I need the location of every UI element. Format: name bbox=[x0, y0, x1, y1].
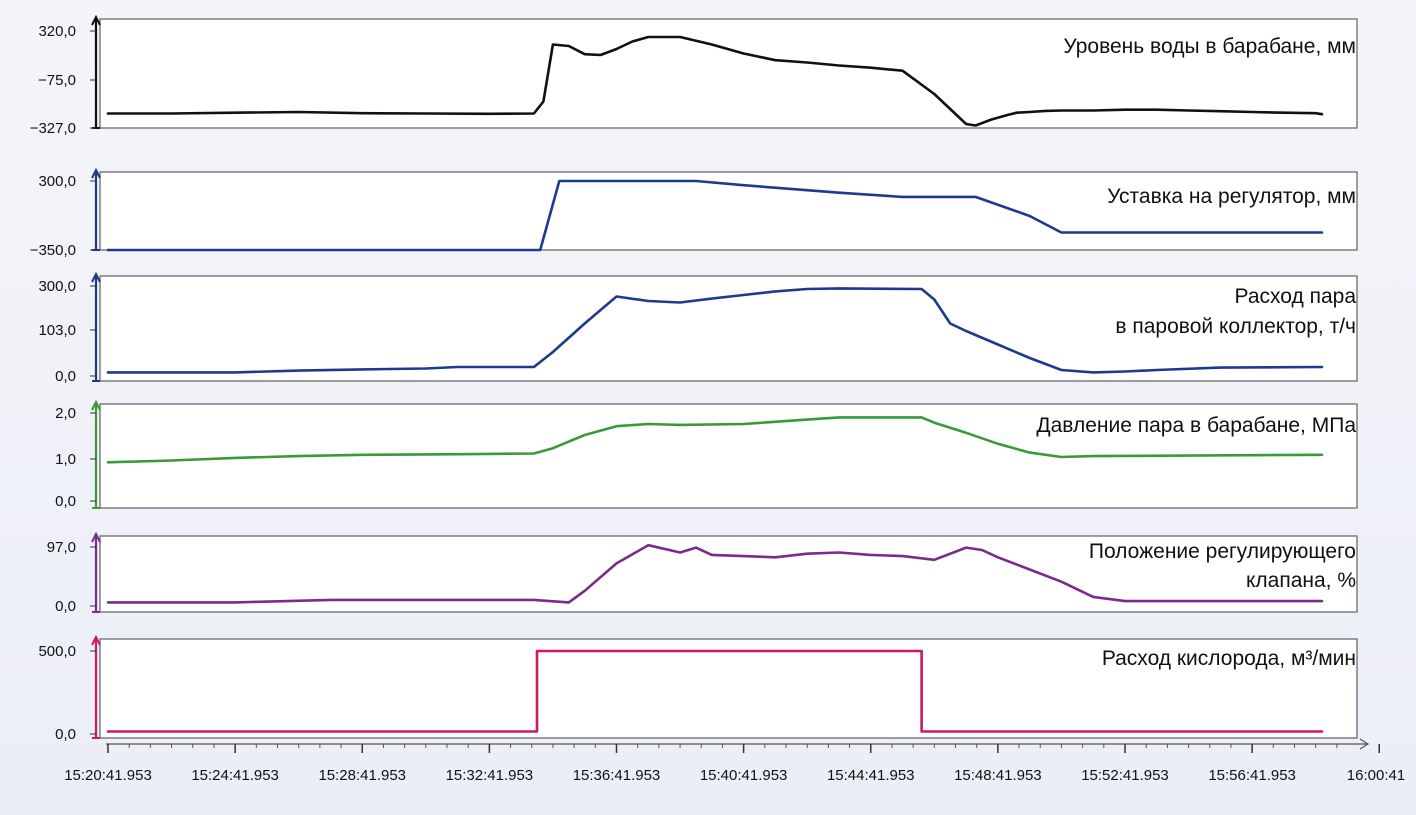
y-tick-label: 500,0 bbox=[38, 643, 76, 660]
y-tick-label: 300,0 bbox=[38, 278, 76, 295]
y-axis-arrow-4 bbox=[91, 399, 101, 411]
panel-frame-3 bbox=[99, 275, 1358, 382]
y-tick-label: −75,0 bbox=[38, 72, 76, 89]
panel-title-5: клапана, % bbox=[1246, 569, 1356, 592]
x-axis-arrow bbox=[1359, 738, 1370, 750]
x-tick-label: 15:44:41.953 bbox=[827, 767, 915, 784]
y-tick-label: 320,0 bbox=[38, 23, 76, 40]
y-tick-label: 97,0 bbox=[47, 539, 76, 556]
x-tick-label: 15:28:41.953 bbox=[318, 767, 406, 784]
x-tick-label: 16:00:41 bbox=[1347, 767, 1405, 784]
y-tick-label: −350,0 bbox=[30, 242, 76, 259]
panel-title-3: Расход пара bbox=[1235, 285, 1357, 308]
x-tick-label: 15:32:41.953 bbox=[446, 767, 534, 784]
y-tick-label: −327,0 bbox=[30, 120, 76, 137]
panel-frame-6 bbox=[99, 638, 1358, 739]
x-tick-label: 15:52:41.953 bbox=[1081, 767, 1169, 784]
panel-title-3: в паровой коллектор, т/ч bbox=[1115, 315, 1356, 338]
series-line-3 bbox=[106, 287, 1324, 374]
panel-title-6: Расход кислорода, м³/мин bbox=[1102, 647, 1356, 670]
y-axis-arrow-2 bbox=[91, 167, 101, 179]
series-line-4 bbox=[106, 416, 1324, 464]
y-axis-arrow-1 bbox=[91, 14, 101, 26]
x-tick-label: 15:36:41.953 bbox=[573, 767, 661, 784]
panel-title-1: Уровень воды в барабане, мм bbox=[1063, 35, 1356, 58]
y-tick-label: 2,0 bbox=[55, 405, 76, 422]
y-tick-label: 0,0 bbox=[55, 368, 76, 385]
y-axis-arrow-3 bbox=[91, 271, 101, 283]
y-tick-label: 0,0 bbox=[55, 726, 76, 743]
x-tick-label: 15:20:41.953 bbox=[64, 767, 152, 784]
series-line-5 bbox=[106, 543, 1324, 604]
y-tick-label: 1,0 bbox=[55, 451, 76, 468]
panel-title-2: Уставка на регулятор, мм bbox=[1107, 185, 1356, 208]
y-axis-arrow-5 bbox=[91, 531, 101, 543]
panel-title-4: Давление пара в барабане, МПа bbox=[1036, 414, 1356, 437]
x-tick-label: 15:56:41.953 bbox=[1208, 767, 1296, 784]
series-line-6 bbox=[106, 649, 1324, 733]
y-axis-arrow-6 bbox=[91, 634, 101, 646]
y-tick-label: 0,0 bbox=[55, 598, 76, 615]
x-tick-label: 15:48:41.953 bbox=[954, 767, 1042, 784]
y-tick-label: 300,0 bbox=[38, 173, 76, 190]
x-tick-label: 15:40:41.953 bbox=[700, 767, 788, 784]
y-tick-label: 103,0 bbox=[38, 322, 76, 339]
series-line-1 bbox=[106, 35, 1324, 127]
series-line-2 bbox=[106, 179, 1324, 252]
y-tick-label: 0,0 bbox=[55, 493, 76, 510]
panel-title-5: Положение регулирующего bbox=[1089, 540, 1356, 563]
x-tick-label: 15:24:41.953 bbox=[191, 767, 279, 784]
